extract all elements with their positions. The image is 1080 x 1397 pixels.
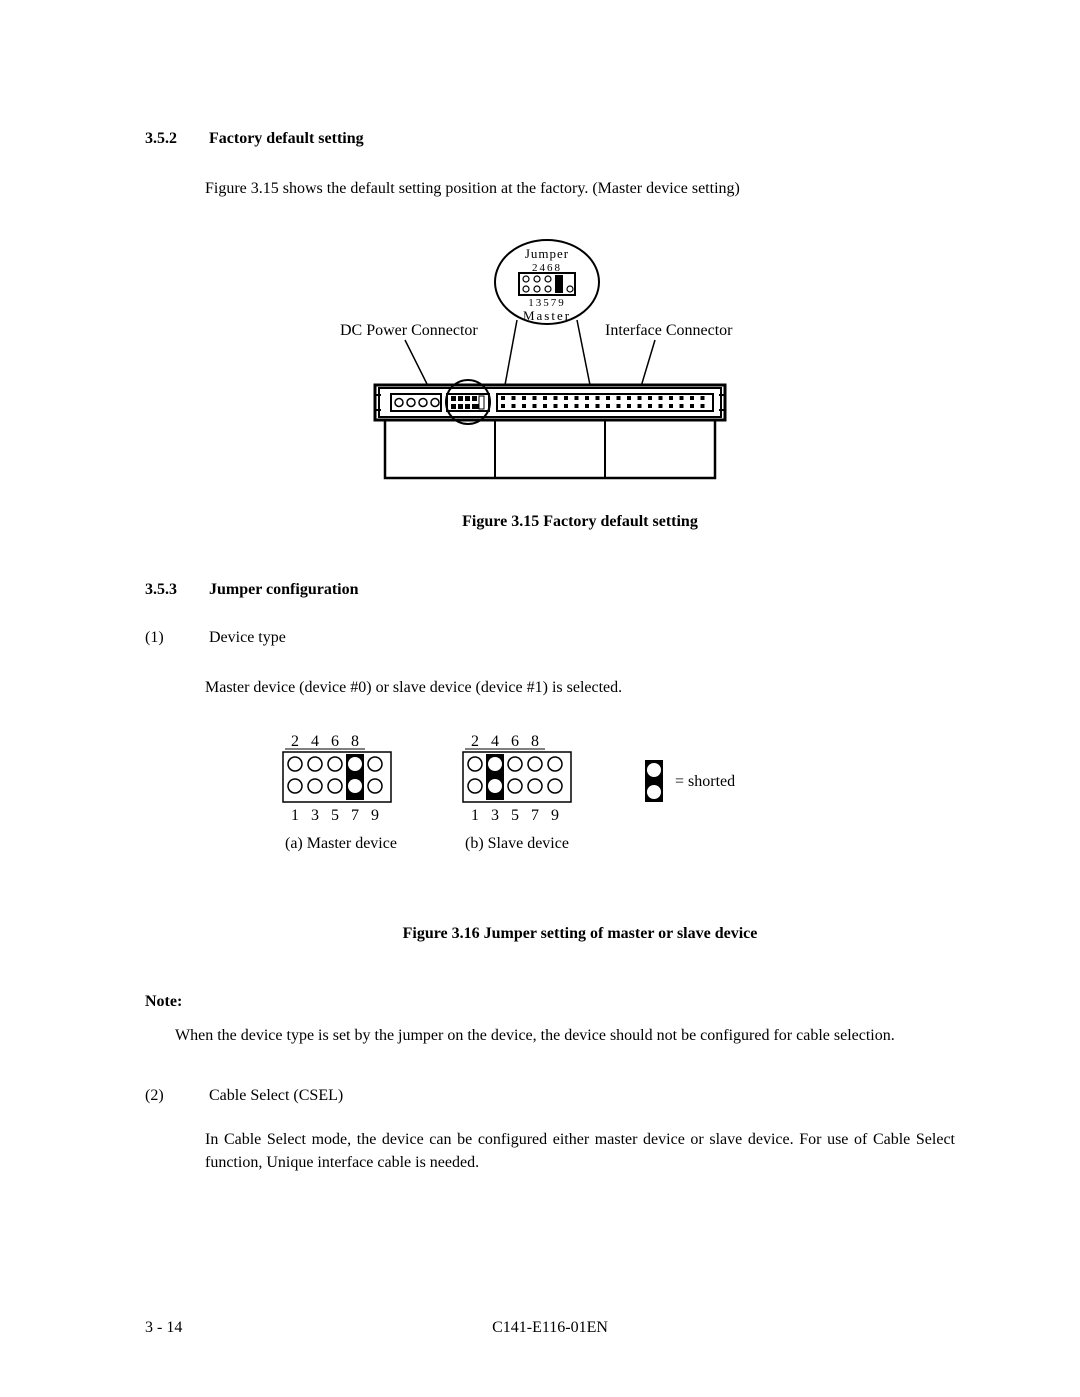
section-353-heading: 3.5.3 Jumper configuration (145, 581, 955, 599)
page: 3.5.2 Factory default setting Figure 3.1… (0, 0, 1080, 1397)
item-num: (1) (145, 629, 205, 647)
footer-doc-id: C141-E116-01EN (145, 1319, 955, 1337)
svg-text:(a) Master device: (a) Master device (285, 835, 397, 852)
section-num: 3.5.2 (145, 130, 205, 148)
svg-text:9: 9 (371, 807, 379, 824)
figure-316-svg: 246813579(a) Master device246813579(b) S… (205, 730, 905, 890)
item-title: Cable Select (CSEL) (209, 1087, 343, 1104)
item-2-body: In Cable Select mode, the device can be … (205, 1129, 955, 1174)
svg-text:2: 2 (291, 733, 299, 750)
item-title: Device type (209, 629, 286, 646)
jumper-title: Jumper (525, 246, 569, 261)
svg-text:6: 6 (331, 733, 339, 750)
svg-text:3: 3 (491, 807, 499, 824)
svg-text:9: 9 (551, 807, 559, 824)
svg-text:4: 4 (491, 733, 499, 750)
svg-text:8: 8 (351, 733, 359, 750)
svg-text:5: 5 (511, 807, 519, 824)
item-num: (2) (145, 1087, 205, 1105)
section-title: Factory default setting (209, 130, 364, 147)
section-num: 3.5.3 (145, 581, 205, 599)
footer-page-num: 3 - 14 (145, 1319, 182, 1337)
page-footer: 3 - 14 C141-E116-01EN (145, 1319, 955, 1337)
svg-text:5: 5 (331, 807, 339, 824)
dc-power-label: DC Power Connector (340, 322, 478, 339)
figure-315-caption: Figure 3.15 Factory default setting (205, 513, 955, 531)
figure-315: Jumper 2468 13579 Master DC Power Connec… (205, 230, 955, 531)
section-352-heading: 3.5.2 Factory default setting (145, 130, 955, 148)
note-body: When the device type is set by the jumpe… (175, 1025, 955, 1047)
item-1-body: Master device (device #0) or slave devic… (205, 677, 955, 699)
svg-text:7: 7 (351, 807, 359, 824)
item-1: (1) Device type (145, 629, 955, 647)
svg-text:4: 4 (311, 733, 319, 750)
svg-text:1: 1 (291, 807, 299, 824)
note-label: Note: (145, 993, 955, 1011)
svg-text:2: 2 (471, 733, 479, 750)
interface-label: Interface Connector (605, 322, 733, 339)
figure-315-svg: Jumper 2468 13579 Master DC Power Connec… (205, 230, 905, 490)
svg-text:8: 8 (531, 733, 539, 750)
svg-text:= shorted: = shorted (675, 773, 735, 790)
figure-316: 246813579(a) Master device246813579(b) S… (205, 730, 955, 943)
svg-text:6: 6 (511, 733, 519, 750)
svg-text:3: 3 (311, 807, 319, 824)
jumper-mode: Master (523, 308, 571, 323)
svg-text:1: 1 (471, 807, 479, 824)
svg-text:7: 7 (531, 807, 539, 824)
section-352-body: Figure 3.15 shows the default setting po… (205, 178, 955, 200)
item-2: (2) Cable Select (CSEL) (145, 1087, 955, 1105)
figure-316-caption: Figure 3.16 Jumper setting of master or … (205, 925, 955, 943)
section-title: Jumper configuration (209, 581, 358, 598)
svg-text:(b) Slave device: (b) Slave device (465, 835, 569, 852)
